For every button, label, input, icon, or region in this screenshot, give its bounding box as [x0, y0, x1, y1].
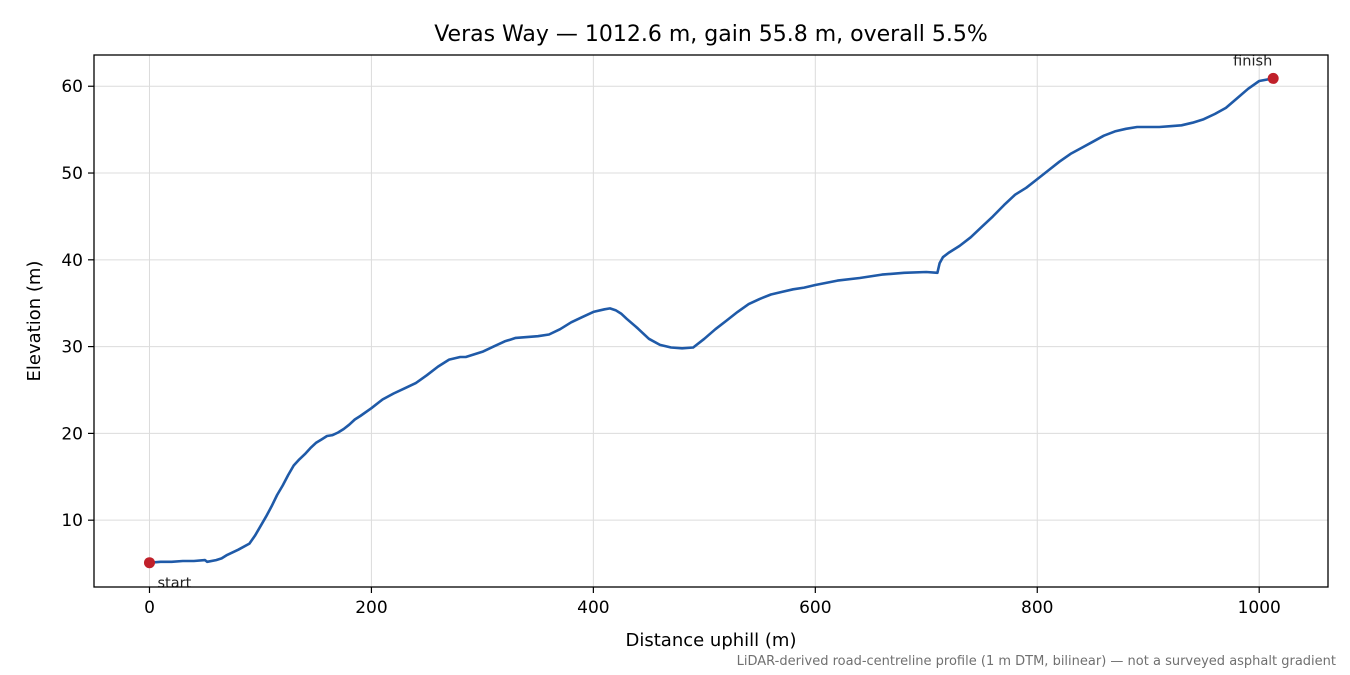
y-tick-label: 40 [61, 251, 83, 271]
x-tick-label: 600 [799, 598, 831, 618]
x-tick-label: 200 [355, 598, 387, 618]
y-tick-label: 20 [61, 424, 83, 444]
y-tick-label: 60 [61, 77, 83, 97]
x-axis-label: Distance uphill (m) [626, 630, 797, 651]
start-label: start [157, 576, 191, 592]
y-tick-label: 30 [61, 338, 83, 358]
elevation-line-series [148, 77, 1275, 565]
chart-footnote: LiDAR-derived road-centreline profile (1… [737, 654, 1336, 669]
y-axis-ticks: 10 20 30 40 50 60 [61, 77, 94, 531]
x-tick-label: 400 [577, 598, 609, 618]
x-tick-label: 1000 [1238, 598, 1281, 618]
x-tick-label: 0 [144, 598, 155, 618]
chart-title: Veras Way — 1012.6 m, gain 55.8 m, overa… [434, 22, 988, 47]
y-tick-label: 50 [61, 164, 83, 184]
y-axis-label: Elevation (m) [24, 261, 45, 382]
x-axis-ticks: 0 200 400 600 800 1000 [144, 587, 1281, 618]
finish-label: finish [1233, 53, 1272, 69]
series-layer [148, 77, 1275, 565]
endpoint-markers: start finish [143, 53, 1279, 592]
y-tick-label: 10 [61, 511, 83, 531]
finish-marker [1267, 72, 1279, 84]
start-marker [143, 557, 155, 569]
grid [94, 55, 1328, 587]
plot-frame [93, 54, 1329, 588]
x-tick-label: 800 [1021, 598, 1053, 618]
